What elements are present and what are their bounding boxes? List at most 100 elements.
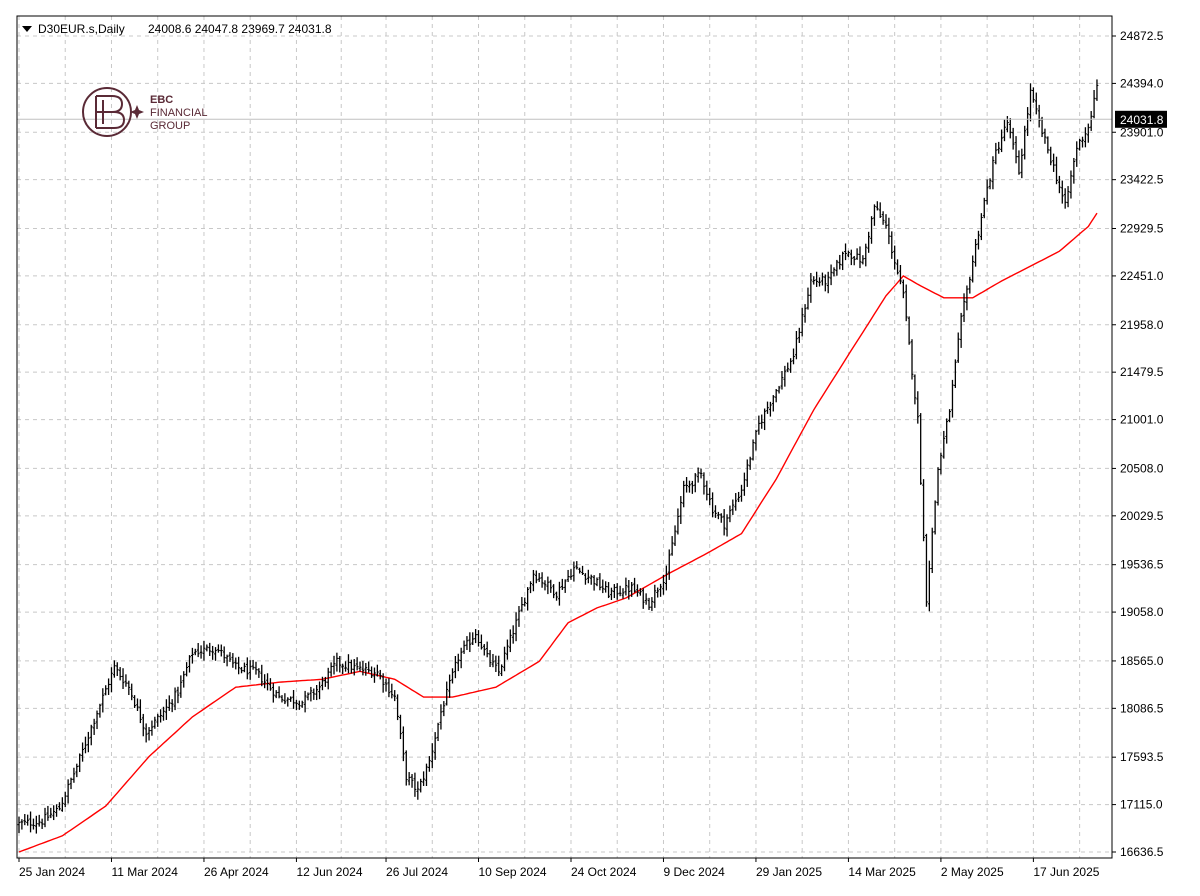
ohlc-bar bbox=[104, 685, 108, 696]
ohlc-bar bbox=[1066, 186, 1070, 208]
ohlc-bar bbox=[974, 238, 977, 267]
ohlc-bar bbox=[826, 271, 830, 294]
ohlc-bar bbox=[1020, 148, 1024, 179]
price-axis[interactable]: 24872.5 24394.0 23901.0 23422.5 22929.5 22451… bbox=[1112, 29, 1164, 859]
ohlc-bar bbox=[769, 401, 772, 417]
ohlc-bar bbox=[760, 414, 764, 429]
ohlc-bar bbox=[945, 418, 949, 444]
y-tick-label: 17115.0 bbox=[1120, 798, 1163, 812]
ohlc-bar bbox=[618, 585, 622, 597]
ohlc-bar bbox=[659, 583, 662, 597]
ohlc-bar bbox=[329, 662, 333, 677]
ohlc-bar bbox=[774, 389, 778, 403]
ohlc-bar bbox=[555, 591, 558, 601]
y-tick-label: 24394.0 bbox=[1120, 76, 1164, 90]
ohlc-bar bbox=[289, 696, 293, 702]
ohlc-bar bbox=[263, 674, 267, 689]
ohlc-bar bbox=[419, 778, 423, 793]
x-tick-label: 25 Jan 2024 bbox=[19, 865, 85, 879]
ohlc-bar bbox=[875, 201, 879, 211]
ohlc-bar bbox=[1095, 79, 1099, 101]
ohlc-bar bbox=[271, 683, 275, 703]
ohlc-bar bbox=[1055, 156, 1058, 185]
ohlc-bar bbox=[84, 736, 87, 754]
ohlc-bar bbox=[269, 678, 272, 691]
ohlc-bar bbox=[237, 656, 241, 675]
ohlc-bar bbox=[89, 724, 93, 746]
ohlc-bar bbox=[318, 681, 321, 700]
ohlc-bar bbox=[471, 632, 475, 646]
ohlc-bar bbox=[1031, 87, 1035, 103]
ohlc-bar bbox=[688, 480, 691, 493]
ohlc-bar bbox=[552, 584, 556, 599]
ohlc-bar bbox=[693, 473, 697, 493]
dropdown-triangle-icon[interactable] bbox=[22, 26, 32, 32]
ohlc-bar bbox=[167, 695, 171, 711]
ohlc-bar bbox=[656, 587, 660, 598]
ohlc-bar bbox=[248, 660, 252, 680]
ohlc-bar bbox=[696, 467, 700, 483]
ohlc-bar bbox=[560, 578, 564, 590]
ohlc-bar bbox=[953, 359, 957, 388]
ohlc-bar bbox=[630, 582, 634, 597]
time-axis[interactable]: 25 Jan 2024 11 Mar 2024 26 Apr 2024 12 Jun … bbox=[18, 858, 1100, 879]
ohlc-bar bbox=[69, 777, 73, 790]
ohlc-bar bbox=[731, 499, 735, 515]
ohlc-bar bbox=[355, 657, 359, 671]
ohlc-bar bbox=[537, 572, 541, 582]
ohlc-bar bbox=[933, 500, 937, 535]
ohlc-bar bbox=[46, 805, 50, 821]
ohlc-bar bbox=[58, 802, 61, 811]
ohlc-bar bbox=[725, 514, 729, 537]
logo-text-group: GROUP bbox=[150, 120, 190, 132]
ohlc-bar bbox=[124, 674, 128, 687]
y-tick-label: 19536.5 bbox=[1120, 558, 1164, 572]
ohlc-bar bbox=[410, 774, 414, 788]
ohlc-bar bbox=[367, 661, 371, 673]
ohlc-bar bbox=[939, 452, 943, 475]
ohlc-bar bbox=[832, 267, 836, 277]
ohlc-bar bbox=[890, 231, 894, 259]
ohlc-bar bbox=[1043, 128, 1047, 144]
current-price-badge: 24031.8 bbox=[1115, 110, 1167, 128]
ohlc-bar bbox=[52, 805, 56, 821]
ohlc-bar bbox=[130, 683, 134, 701]
ohlc-bar bbox=[1014, 136, 1018, 164]
ohlc-bar bbox=[595, 577, 599, 587]
ohlc-bar bbox=[633, 577, 636, 593]
ohlc-bar bbox=[338, 656, 342, 673]
ohlc-bar bbox=[881, 211, 885, 225]
ohlc-bar bbox=[1000, 129, 1003, 153]
ohlc-bar bbox=[702, 472, 706, 495]
ohlc-bar bbox=[520, 596, 524, 612]
ohlc-bar bbox=[1063, 188, 1067, 209]
ohlc-bar bbox=[644, 593, 648, 605]
ohlc-bar bbox=[985, 179, 989, 205]
ohlc-bar bbox=[780, 371, 784, 390]
x-tick-label: 26 Jul 2024 bbox=[386, 865, 448, 879]
ohlc-bar bbox=[1086, 123, 1090, 143]
ohlc-bar bbox=[517, 606, 521, 627]
ohlc-bar bbox=[335, 652, 339, 672]
ohlc-bar bbox=[1005, 116, 1009, 133]
ohlc-bar bbox=[532, 569, 535, 592]
moving-average-layer bbox=[18, 212, 1098, 853]
ohlc-bar bbox=[488, 650, 492, 668]
ohlc-bar bbox=[1089, 111, 1093, 131]
ohlc-bar bbox=[1072, 157, 1076, 184]
ohlc-bar bbox=[922, 479, 925, 542]
ohlc-bar bbox=[323, 676, 327, 687]
ohlc-bar bbox=[821, 272, 824, 286]
ohlc-bar bbox=[107, 678, 110, 695]
ohlc-bar bbox=[159, 709, 163, 723]
ohlc-bar bbox=[321, 676, 324, 691]
ohlc-bar bbox=[873, 204, 876, 226]
ohlc-bar bbox=[514, 612, 518, 642]
ohlc-bar bbox=[292, 690, 295, 709]
y-tick-label: 21479.5 bbox=[1120, 365, 1164, 379]
ohlc-bar bbox=[1081, 136, 1084, 148]
ohlc-bar bbox=[670, 536, 674, 556]
ohlc-bar bbox=[910, 339, 914, 380]
